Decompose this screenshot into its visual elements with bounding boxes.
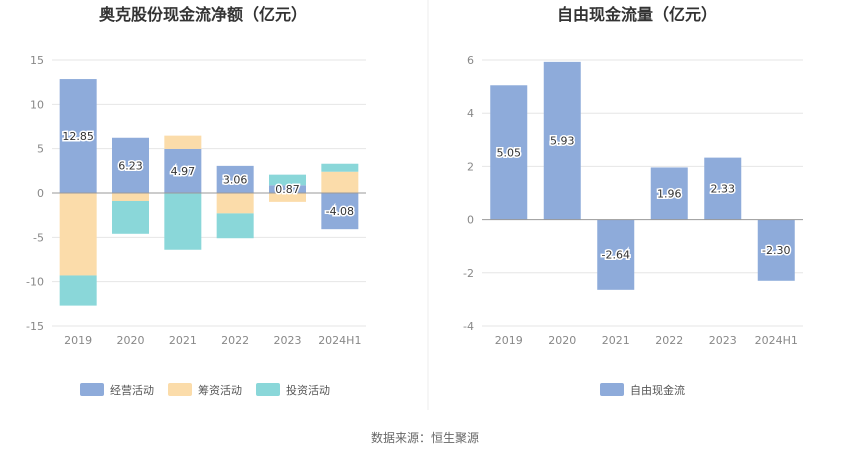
- data-label: 5.93: [550, 135, 575, 148]
- y-tick-label: 10: [30, 98, 44, 111]
- bar-operating: [216, 165, 254, 193]
- bar-fcf: [704, 157, 742, 220]
- x-tick-label: 2024H1: [755, 334, 798, 347]
- bar-investing: [164, 193, 202, 250]
- y-tick-label: -10: [26, 276, 44, 289]
- bar-investing: [112, 200, 149, 234]
- bar-fcf: [757, 219, 795, 281]
- data-label: 5.05: [497, 146, 522, 159]
- data-label: 6.23: [118, 159, 143, 172]
- data-label: 4.97: [171, 165, 196, 178]
- x-tick-label: 2023: [274, 334, 302, 347]
- y-tick-label: 5: [37, 143, 44, 156]
- y-tick-label: 6: [467, 54, 474, 67]
- data-label: -4.08: [326, 205, 354, 218]
- data-label: -2.64: [602, 249, 630, 262]
- x-tick-label: 2022: [655, 334, 683, 347]
- bar-fcf: [597, 219, 635, 290]
- y-tick-label: 4: [467, 107, 474, 120]
- x-tick-label: 2019: [64, 334, 92, 347]
- bar-operating: [59, 79, 97, 193]
- data-label: 2.33: [711, 183, 736, 196]
- legend-swatch: [80, 383, 104, 396]
- bar-financing: [216, 193, 254, 214]
- y-tick-label: 2: [467, 160, 474, 173]
- bar-financing: [164, 135, 202, 149]
- x-tick-label: 2024H1: [318, 334, 361, 347]
- bar-financing: [269, 193, 306, 202]
- data-label: -2.30: [762, 244, 790, 257]
- bar-investing: [59, 275, 97, 306]
- legend-label: 经营活动: [110, 383, 154, 397]
- bar-operating: [112, 137, 149, 193]
- bar-fcf: [490, 85, 528, 220]
- x-tick-label: 2022: [221, 334, 249, 347]
- bar-operating: [164, 148, 202, 193]
- x-tick-label: 2019: [495, 334, 523, 347]
- y-tick-label: -4: [463, 320, 474, 333]
- y-tick-label: -2: [463, 267, 474, 280]
- y-tick-label: -5: [33, 231, 44, 244]
- x-tick-label: 2020: [117, 334, 145, 347]
- data-label: 12.85: [62, 130, 94, 143]
- y-tick-label: -15: [26, 320, 44, 333]
- bar-financing: [112, 193, 149, 201]
- legend-label: 筹资活动: [198, 383, 242, 397]
- y-tick-label: 15: [30, 54, 44, 67]
- legend-swatch: [168, 383, 192, 396]
- x-tick-label: 2023: [709, 334, 737, 347]
- bar-investing: [216, 213, 254, 239]
- bar-fcf: [650, 167, 688, 220]
- bar-operating: [321, 193, 359, 230]
- source-note: 数据来源：恒生聚源: [371, 430, 479, 445]
- chart-title: 自由现金流量（亿元）: [557, 5, 717, 24]
- y-tick-label: 0: [37, 187, 44, 200]
- bar-investing: [321, 163, 359, 172]
- x-tick-label: 2021: [169, 334, 197, 347]
- data-label: 3.06: [223, 173, 248, 186]
- chart-panel-1: 奥克股份现金流净额（亿元） 15 10 5 0 -5 -10 -15 12.85 6.23 4.97…: [26, 5, 366, 397]
- bar-fcf: [543, 61, 581, 220]
- legend-label: 投资活动: [286, 383, 330, 397]
- bar-financing: [59, 193, 97, 276]
- legend-swatch: [256, 383, 280, 396]
- x-tick-label: 2020: [548, 334, 576, 347]
- chart-panel-2: 自由现金流量（亿元） 6 4 2 0 -2 -4 5.05 5.93 -2.64 1.96 2.33 -…: [463, 5, 803, 397]
- data-label: 1.96: [657, 188, 682, 201]
- chart-title: 奥克股份现金流净额（亿元）: [99, 5, 307, 24]
- bar-operating: [269, 185, 306, 193]
- x-tick-label: 2021: [602, 334, 630, 347]
- legend-label: 自由现金流: [630, 383, 685, 397]
- y-tick-label: 0: [467, 214, 474, 227]
- data-label: 0.87: [275, 183, 300, 196]
- bar-investing: [269, 174, 306, 186]
- bar-financing: [321, 171, 359, 193]
- legend-swatch: [600, 383, 624, 396]
